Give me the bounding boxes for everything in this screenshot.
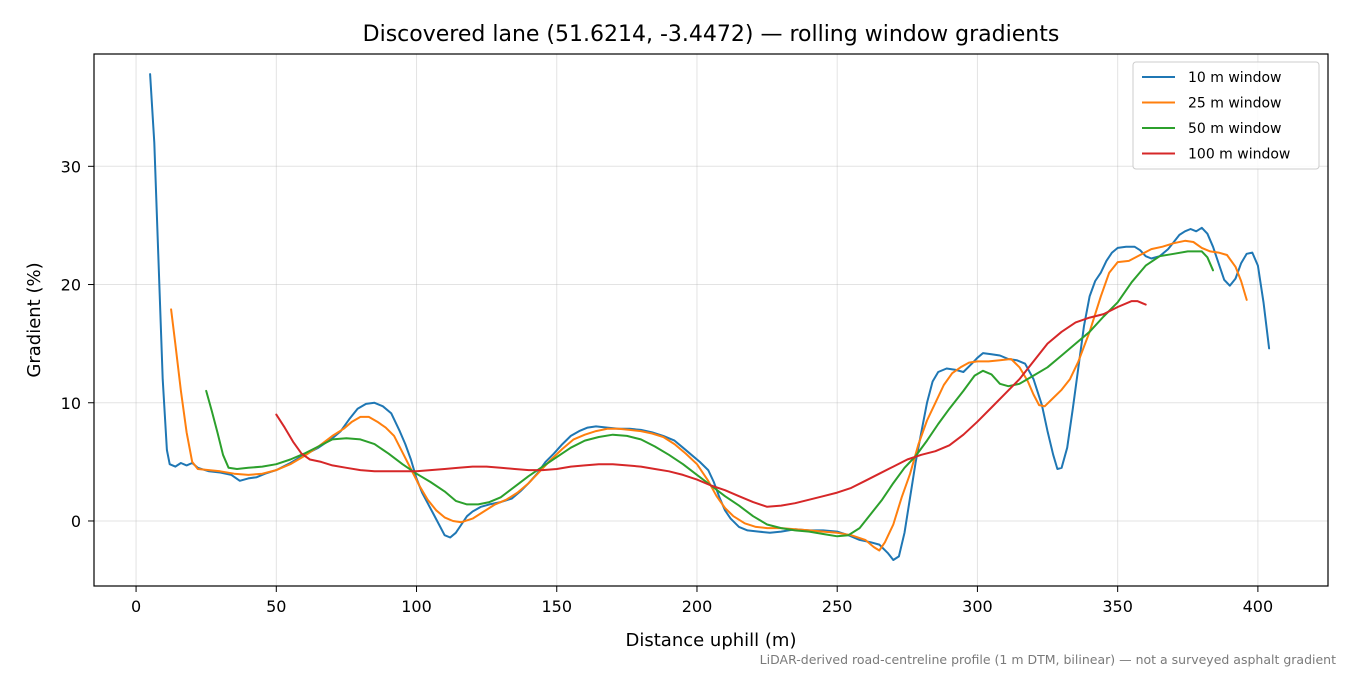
legend-label-4: 100 m window [1188,147,1290,163]
legend-label-1: 10 m window [1188,70,1281,86]
plot-lines [149,73,1271,561]
chart-title: Discovered lane (51.6214, -3.4472) — rol… [363,22,1060,47]
legend-label-2: 25 m window [1188,96,1281,112]
x-tick-label: 50 [266,597,286,616]
y-tick-label: 30 [61,157,81,176]
x-tick-label: 250 [822,597,853,616]
x-tick-label: 150 [541,597,572,616]
series-line-1 [149,73,1271,561]
axis-ticks: 0 50 100 150 200 250 300 350 400 0 10 20 30 [61,157,1274,616]
legend-box [1132,61,1320,170]
x-tick-label: 100 [401,597,432,616]
y-tick-label: 0 [71,512,81,531]
y-tick-label: 20 [61,276,81,295]
legend: 10 m window 25 m window 50 m window 100 m w… [1132,61,1320,170]
series-line-3 [205,250,1214,538]
x-tick-label: 300 [962,597,993,616]
x-tick-label: 400 [1243,597,1274,616]
x-tick-label: 0 [131,597,141,616]
series-line-2 [170,239,1248,552]
series-line-4 [275,300,1147,508]
axes-frame [93,53,1329,587]
x-axis-label: Distance uphill (m) [626,630,797,651]
legend-label-3: 50 m window [1188,121,1281,137]
footer-note: LiDAR-derived road-centreline profile (1… [760,652,1336,667]
x-tick-label: 350 [1102,597,1133,616]
y-axis-label: Gradient (%) [24,262,45,377]
y-tick-label: 10 [61,394,81,413]
x-tick-label: 200 [682,597,713,616]
